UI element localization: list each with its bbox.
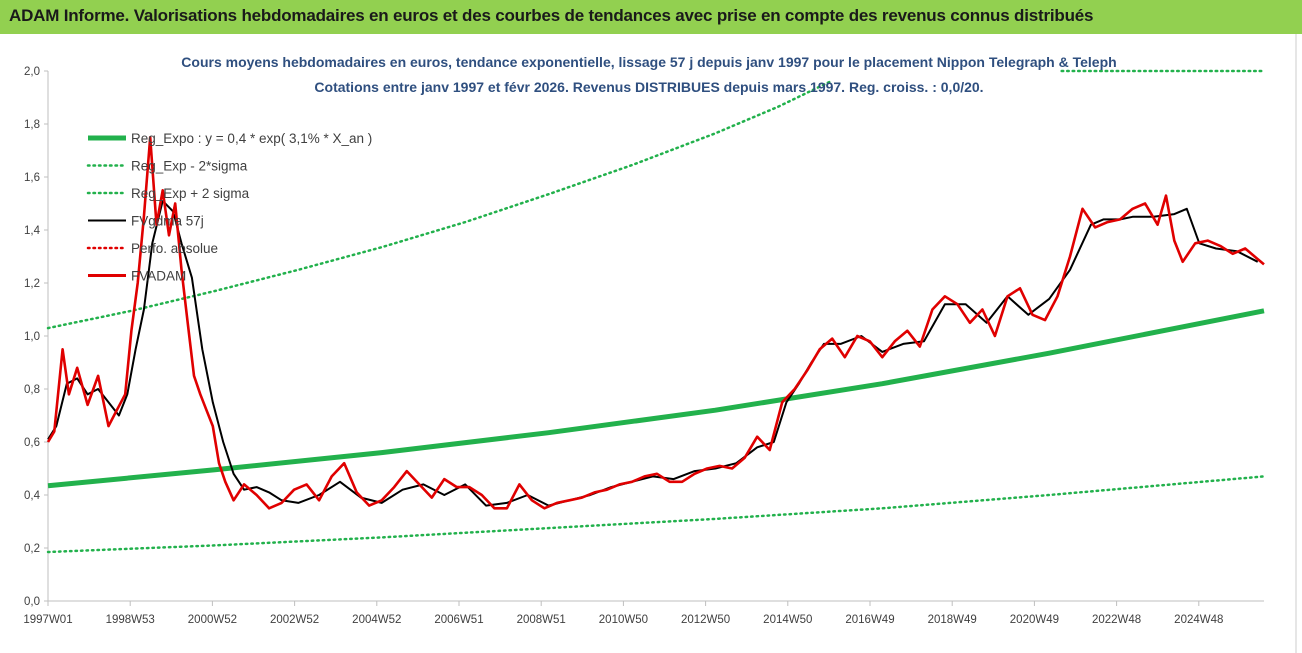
y-tick-label: 0,2 — [24, 543, 40, 555]
y-tick-label: 0,8 — [24, 384, 40, 396]
y-tick-label: 0,6 — [24, 437, 40, 449]
plot-area: 0,0 0,2 0,4 0,6 0,8 1,0 1,2 1,4 1,6 1,8 2,0 1997W01… — [23, 66, 1266, 626]
legend-label: FVADAM — [131, 269, 186, 284]
y-tick-label: 1,2 — [24, 278, 40, 290]
legend-label: FVgdma 57j — [131, 214, 204, 229]
x-tick-label: 2002W52 — [270, 614, 319, 626]
legend-label: Reg_Exp + 2 sigma — [131, 186, 250, 201]
x-tick-label: 2004W52 — [352, 614, 401, 626]
y-tick-label: 2,0 — [24, 66, 40, 78]
series-line-2 — [46, 80, 832, 330]
y-tick-label: 1,0 — [24, 331, 40, 343]
y-tick-label: 0,4 — [24, 490, 41, 502]
x-tick-label: 2018W49 — [928, 614, 977, 626]
legend-label: Perfo. absolue — [131, 241, 218, 256]
x-tick-label: 2024W48 — [1174, 614, 1223, 626]
x-tick-label: 2020W49 — [1010, 614, 1059, 626]
x-tick-label: 1998W53 — [106, 614, 155, 626]
x-tick-label: 2010W50 — [599, 614, 648, 626]
chart-title-line1: Cours moyens hebdomadaires en euros, ten… — [181, 54, 1116, 70]
x-tick-label: 1997W01 — [23, 614, 72, 626]
legend-label: Reg_Expo : y = 0,4 * exp( 3,1% * X_an ) — [131, 131, 372, 146]
series-line-4 — [47, 199, 1259, 507]
header-banner: ADAM Informe. Valorisations hebdomadaire… — [0, 0, 1302, 34]
x-tick-label: 2022W48 — [1092, 614, 1141, 626]
y-tick-label: 1,6 — [24, 172, 40, 184]
y-tick-label: 1,8 — [24, 119, 40, 131]
x-tick-label: 2012W50 — [681, 614, 730, 626]
y-tick-label: 0,0 — [24, 596, 40, 608]
series-line-0 — [47, 308, 1265, 489]
chart-title-line2: Cotations entre janv 1997 et févr 2026. … — [314, 79, 983, 95]
x-tick-label: 2016W49 — [845, 614, 894, 626]
x-tick-label: 2014W50 — [763, 614, 812, 626]
x-tick-label: 2006W51 — [434, 614, 483, 626]
y-tick-label: 1,4 — [24, 225, 41, 237]
legend: Reg_Expo : y = 0,4 * exp( 3,1% * X_an ) R… — [86, 131, 372, 284]
x-tick-label: 2000W52 — [188, 614, 237, 626]
x-tick-label: 2008W51 — [517, 614, 566, 626]
series-line-5 — [46, 136, 1265, 510]
legend-label: Reg_Exp - 2*sigma — [131, 159, 248, 174]
banner-title: ADAM Informe. Valorisations hebdomadaire… — [9, 6, 1094, 25]
series-line-1 — [46, 475, 1266, 554]
